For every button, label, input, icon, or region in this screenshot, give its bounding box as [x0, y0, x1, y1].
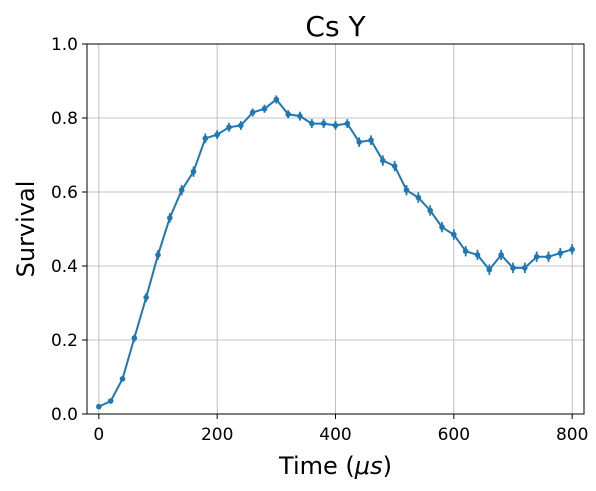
ticks: 0 200 400 600 800 0.0 0.2 0.4 0.6 0.8 1.0 [51, 35, 588, 445]
y-tick-label: 0.4 [51, 257, 78, 277]
data-point [273, 96, 280, 103]
data-point [522, 265, 528, 271]
y-tick-label: 0.6 [51, 183, 78, 203]
y-tick-label: 0.8 [51, 109, 78, 129]
series-layer [96, 95, 575, 410]
data-point [498, 252, 504, 258]
data-point [356, 139, 362, 145]
data-point [427, 207, 433, 214]
data-point [143, 294, 149, 301]
data-point [167, 215, 173, 221]
x-tick-label: 200 [201, 425, 233, 445]
data-point [545, 253, 552, 260]
data-point [249, 109, 256, 116]
data-point [344, 120, 351, 127]
data-point [332, 122, 339, 129]
data-point [320, 120, 327, 127]
data-point [119, 376, 126, 382]
y-tick-label: 0.2 [51, 331, 78, 351]
data-point [190, 168, 197, 175]
y-tick-label: 1.0 [51, 35, 78, 55]
data-point [214, 131, 220, 138]
data-point [557, 250, 564, 256]
data-point [261, 105, 268, 112]
data-point [131, 335, 138, 341]
data-point [415, 194, 422, 201]
data-point [391, 163, 398, 169]
grid [87, 43, 584, 415]
data-point [202, 135, 209, 142]
data-point [107, 398, 114, 404]
data-point [368, 137, 374, 143]
y-tick-label: 0.0 [51, 405, 78, 425]
data-point [451, 231, 457, 238]
data-point [178, 187, 185, 193]
data-point [462, 248, 469, 254]
y-axis-label: Survival [12, 181, 40, 278]
data-point [403, 187, 410, 193]
data-point [226, 124, 232, 131]
data-point [238, 122, 244, 129]
data-point [474, 252, 481, 258]
data-point [380, 157, 386, 164]
data-point [569, 246, 575, 253]
x-tick-label: 0 [93, 425, 104, 445]
data-point [439, 224, 445, 230]
data-point [285, 111, 291, 118]
data-point [510, 265, 516, 271]
x-axis-label: Time (μs) [278, 452, 392, 480]
data-point [96, 403, 102, 410]
chart-title: Cs Y [305, 10, 366, 43]
x-tick-label: 600 [438, 425, 470, 445]
x-tick-label: 400 [319, 425, 351, 445]
data-point [309, 120, 315, 127]
data-point [486, 266, 493, 273]
data-point [155, 252, 161, 258]
data-point [533, 253, 540, 260]
x-tick-label: 800 [556, 425, 588, 445]
data-point [297, 113, 303, 119]
